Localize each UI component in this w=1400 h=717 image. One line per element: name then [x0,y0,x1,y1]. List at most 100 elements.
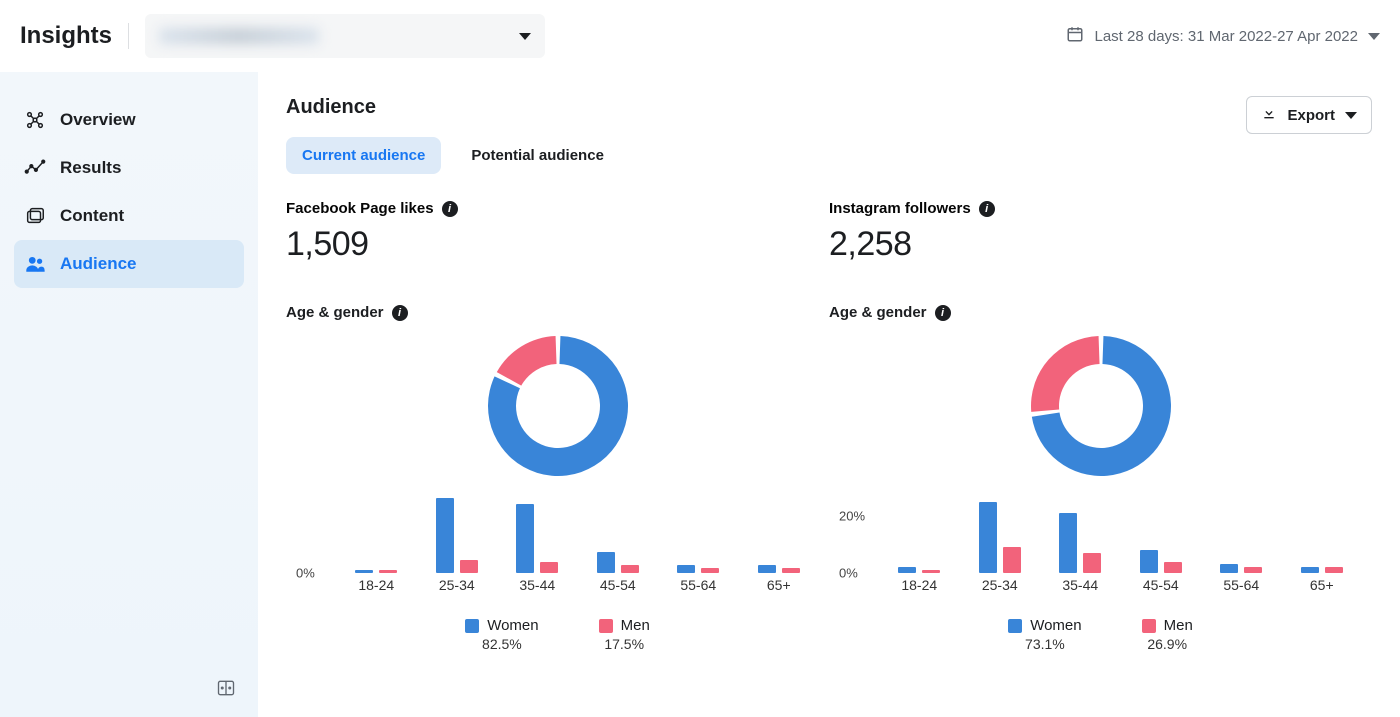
bar-group [1282,567,1363,573]
chart-title: Age & gender [286,304,384,321]
page-selector[interactable] [145,14,545,58]
main-content: Audience Current audience Potential audi… [258,72,1400,717]
legend-swatch-women [1008,619,1022,633]
y-tick-label: 20% [839,508,865,523]
bar-men [621,565,639,573]
bar-men [1325,567,1343,573]
date-range-text: Last 28 days: 31 Mar 2022-27 Apr 2022 [1094,28,1358,45]
date-range-picker[interactable]: Last 28 days: 31 Mar 2022-27 Apr 2022 [1066,25,1380,47]
legend-value: 82.5% [465,636,538,652]
metric-value: 1,509 [286,225,829,264]
x-tick-label: 45-54 [578,577,659,593]
bar-women [979,502,997,573]
bar-women [516,504,534,573]
bar-women [597,552,615,573]
x-tick-label: 65+ [739,577,820,593]
export-button[interactable]: Export [1246,96,1372,134]
x-tick-label: 45-54 [1121,577,1202,593]
cards-icon [24,205,46,227]
export-label: Export [1287,107,1335,124]
page-name-redacted [159,28,319,44]
bar-women [355,570,373,573]
bar-group [417,498,498,573]
bar-women [1059,513,1077,573]
bar-men [460,560,478,573]
download-icon [1261,105,1277,125]
legend-value: 73.1% [1008,636,1081,652]
bar-group [739,565,820,573]
people-icon [24,253,46,275]
bar-group [879,567,960,573]
bar-group [336,570,417,573]
sidebar: Overview Results Content Audience [0,72,258,717]
bar-group [960,502,1041,573]
sidebar-item-label: Results [60,158,121,178]
bar-women [1140,550,1158,573]
legend-label: Men [621,617,650,634]
divider [128,23,129,49]
bar-group [578,552,659,573]
audience-tabs: Current audience Potential audience [286,137,620,174]
chevron-down-icon [1368,33,1380,40]
bar-men [379,570,397,573]
chevron-down-icon [519,33,531,40]
bar-men [782,568,800,573]
info-icon[interactable]: i [979,201,995,217]
sidebar-item-label: Content [60,206,124,226]
donut-chart [1026,331,1176,481]
x-tick-label: 18-24 [336,577,417,593]
chart-legend: Women 82.5% Men 17.5% [286,617,829,652]
chart-title: Age & gender [829,304,927,321]
sidebar-item-overview[interactable]: Overview [14,96,244,144]
page-heading: Audience [286,96,620,119]
sidebar-item-audience[interactable]: Audience [14,240,244,288]
bar-women [677,565,695,573]
network-icon [24,109,46,131]
bar-women [1220,564,1238,573]
x-tick-label: 65+ [1282,577,1363,593]
chart-instagram-age-gender: Age & gender i 0%20%18-2425-3435-4445-54… [829,304,1372,652]
metrics-row: Facebook Page likes i 1,509 Instagram fo… [286,200,1372,264]
info-icon[interactable]: i [392,305,408,321]
bar-men [701,568,719,573]
metric-value: 2,258 [829,225,1372,264]
x-tick-label: 18-24 [879,577,960,593]
bar-women [436,498,454,573]
legend-swatch-women [465,619,479,633]
legend-value: 17.5% [599,636,650,652]
top-bar: Insights Last 28 days: 31 Mar 2022-27 Ap… [0,0,1400,72]
legend-label: Women [1030,617,1081,634]
bar-men [922,570,940,573]
bar-men [1003,547,1021,573]
calendar-icon [1066,25,1084,47]
y-tick-label: 0% [839,566,858,581]
tab-potential-audience[interactable]: Potential audience [455,137,620,174]
info-icon[interactable]: i [935,305,951,321]
tab-current-audience[interactable]: Current audience [286,137,441,174]
sidebar-item-content[interactable]: Content [14,192,244,240]
x-tick-label: 55-64 [1201,577,1282,593]
bar-men [540,562,558,573]
bar-group [1121,550,1202,573]
bar-women [898,567,916,573]
info-icon[interactable]: i [442,201,458,217]
sidebar-item-results[interactable]: Results [14,144,244,192]
bar-chart: 0%20%18-2425-3435-4445-5455-6465+ [829,491,1372,601]
bar-group [658,565,739,573]
bar-group [1040,513,1121,573]
trend-icon [24,157,46,179]
bar-men [1083,553,1101,573]
donut-chart [483,331,633,481]
legend-label: Women [487,617,538,634]
legend-value: 26.9% [1142,636,1193,652]
legend-swatch-men [599,619,613,633]
chart-facebook-age-gender: Age & gender i 0%18-2425-3435-4445-5455-… [286,304,829,652]
legend-label: Men [1164,617,1193,634]
chart-legend: Women 73.1% Men 26.9% [829,617,1372,652]
x-tick-label: 35-44 [1040,577,1121,593]
y-tick-label: 0% [296,566,315,581]
collapse-sidebar-button[interactable] [216,678,236,703]
sidebar-item-label: Overview [60,110,136,130]
chevron-down-icon [1345,112,1357,119]
bar-women [758,565,776,573]
